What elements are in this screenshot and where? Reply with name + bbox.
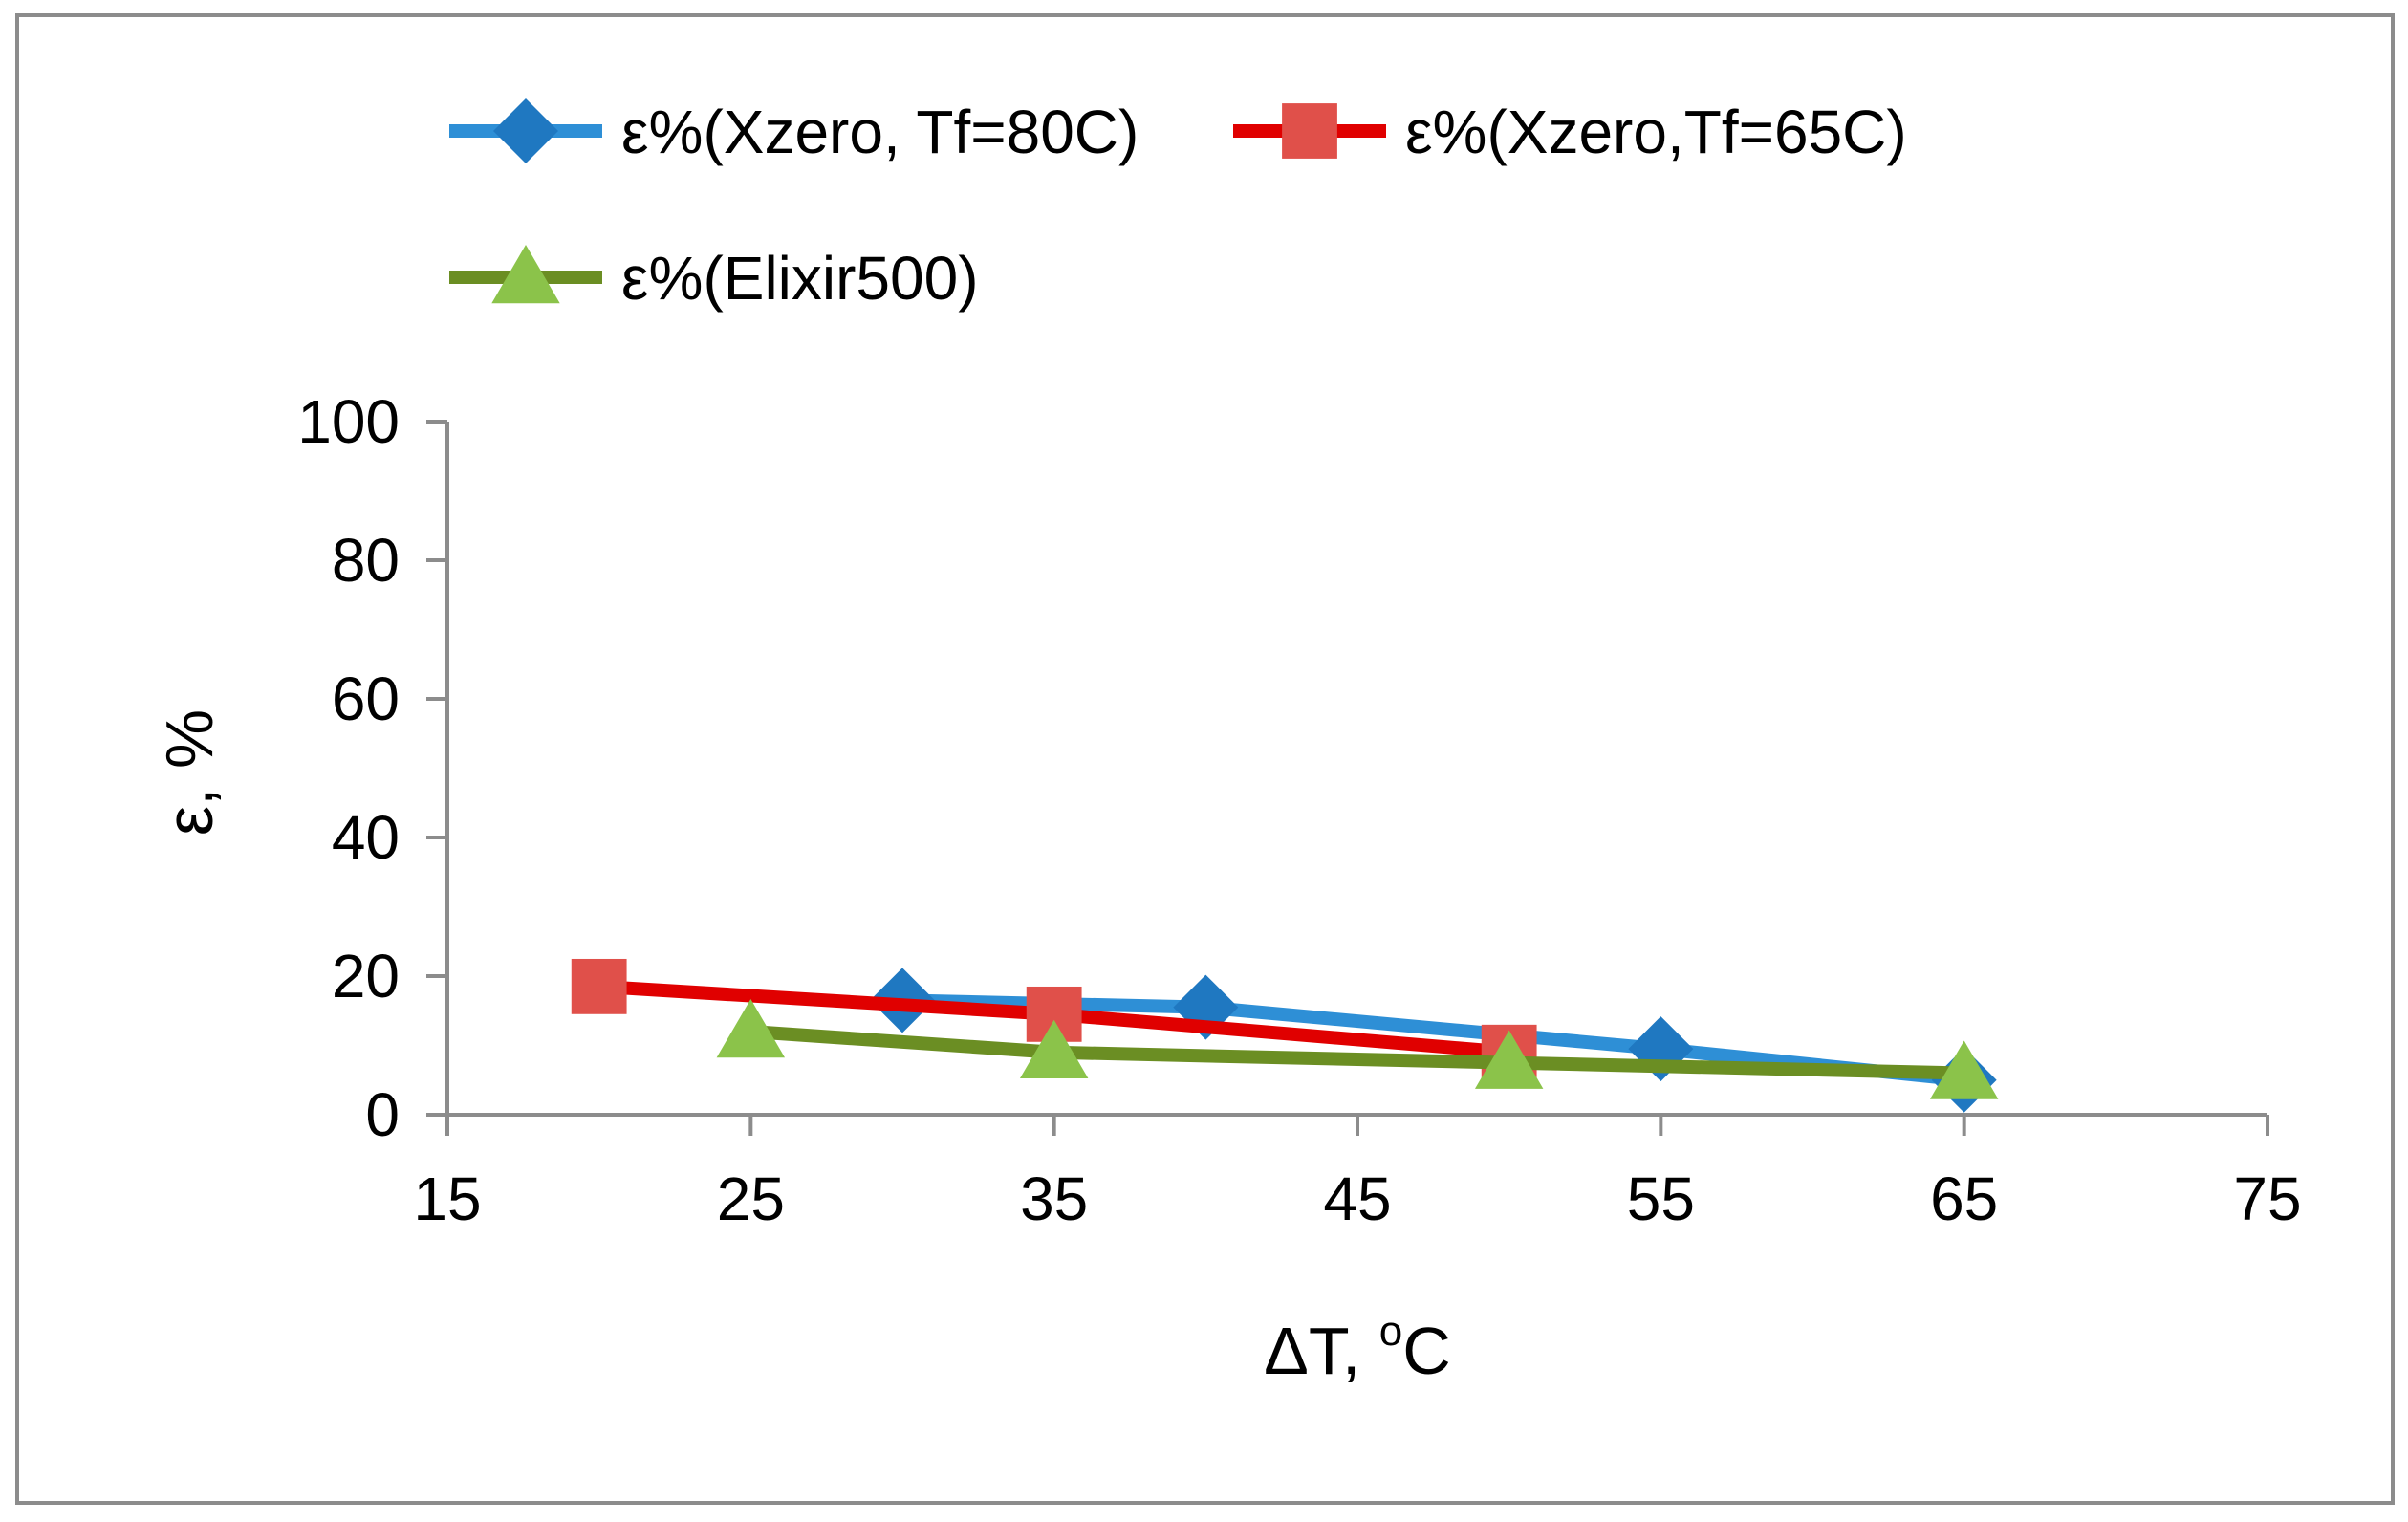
legend-entry: ε%(Xzero,Tf=65C)	[1233, 98, 1907, 166]
x-axis-label-main: ΔT,	[1264, 1314, 1379, 1388]
y-tick-label: 0	[365, 1080, 400, 1149]
legend-label: ε%(Xzero, Tf=80C)	[621, 98, 1139, 166]
axes: 0 20 40 60 80 100 15 25 35 45 55 65 75	[297, 387, 2301, 1233]
x-axis-label-unit: C	[1402, 1314, 1451, 1388]
legend-entry: ε%(Xzero, Tf=80C)	[449, 98, 1139, 166]
x-tick-label: 35	[1020, 1164, 1088, 1233]
data-point	[1929, 1040, 1999, 1099]
y-axis-label: ε, %	[152, 709, 227, 836]
x-tick-label: 45	[1323, 1164, 1391, 1233]
x-axis-label-sup: o	[1379, 1308, 1402, 1355]
legend-marker	[1282, 103, 1337, 159]
data-point	[1019, 1019, 1089, 1078]
legend-marker	[491, 245, 560, 304]
x-tick-label: 75	[2233, 1164, 2301, 1233]
x-axis-label: ΔT, oC	[1264, 1308, 1451, 1388]
x-tick-label: 55	[1627, 1164, 1695, 1233]
legend-label: ε%(Xzero,Tf=65C)	[1405, 98, 1907, 166]
series-layer	[571, 958, 1999, 1113]
legend-entry: ε%(Elixir500)	[449, 244, 979, 313]
legend-label: ε%(Elixir500)	[621, 244, 979, 313]
y-tick-label: 60	[332, 664, 400, 733]
chart-border	[15, 13, 2395, 1505]
data-point	[1474, 1030, 1544, 1089]
x-tick-label: 65	[1930, 1164, 1998, 1233]
x-tick-label: 25	[717, 1164, 785, 1233]
y-tick-label: 40	[332, 803, 400, 872]
legend: ε%(Xzero, Tf=80C) ε%(Xzero,Tf=65C) ε%(Elix…	[449, 98, 1907, 313]
legend-marker	[493, 98, 558, 163]
series-2	[716, 999, 1999, 1099]
y-tick-label: 80	[332, 526, 400, 595]
y-tick-label: 20	[332, 942, 400, 1011]
series-line	[744, 1025, 1971, 1080]
x-tick-label: 15	[413, 1164, 481, 1233]
data-point	[571, 958, 627, 1014]
y-tick-label: 100	[297, 387, 400, 456]
data-point	[716, 999, 786, 1058]
